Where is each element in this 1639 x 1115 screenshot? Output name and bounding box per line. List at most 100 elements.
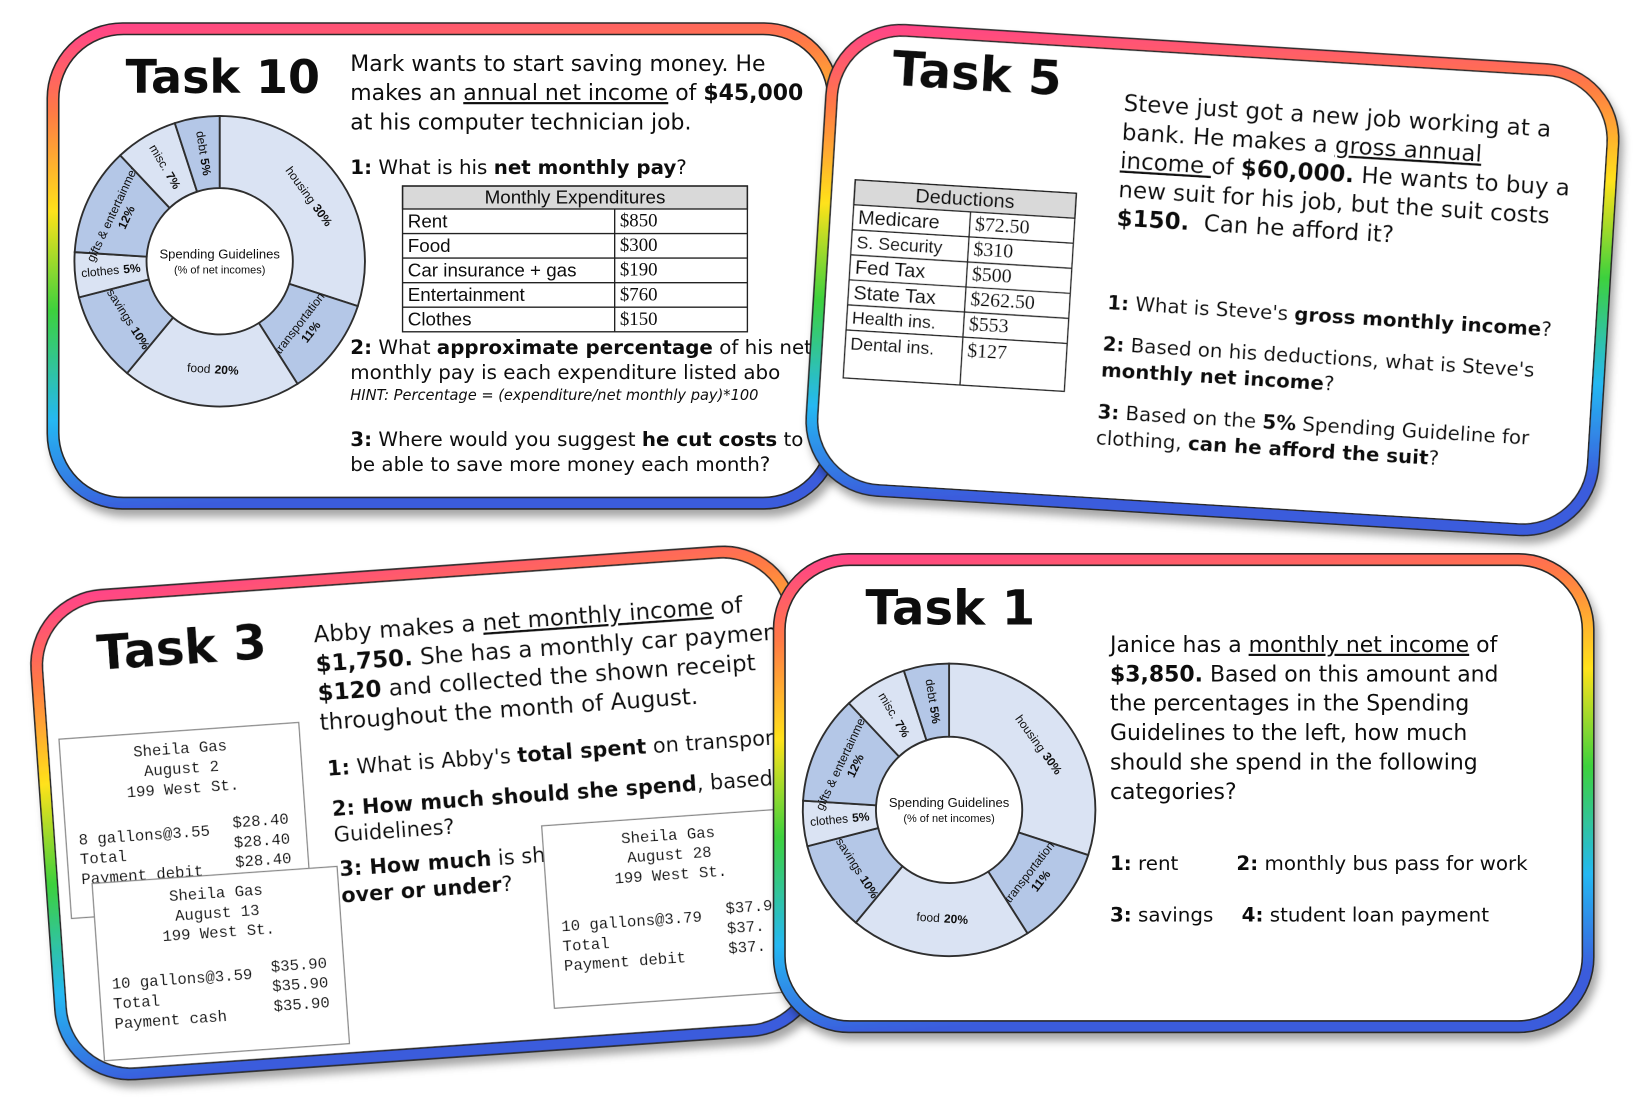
card-title: Task 1 [865,580,1035,636]
card-title: Task 5 [891,41,1064,107]
text-run: 2: [1236,852,1258,875]
table-rule [849,279,1071,295]
table-frame [842,178,1078,393]
text-run: ? [1428,446,1440,470]
receipt-header: August 2 [143,758,219,781]
text-run: Guidelines to the left, how much [1110,721,1467,746]
text-run: 3: [1110,903,1132,926]
slice-value: 20% [214,363,239,379]
text-run: Based on this amount and [1203,662,1498,687]
text-line: should she spend in the following [1110,751,1478,776]
text-run: he cut costs [642,427,777,450]
card-face [816,35,1608,525]
text-run: $3,850. [1110,662,1203,687]
text-line: Mark wants to start saving money. He [350,52,765,77]
slice-category: clothes [81,263,120,281]
table-cell: $760 [620,284,658,305]
table-cell: Car insurance + gas [408,259,577,280]
text-run: 3: [350,427,372,450]
slice-value: 20% [944,912,969,928]
slice-category: food [187,361,211,376]
slice-value: 5% [927,705,944,725]
text-run: annual net income [463,81,668,106]
receipt-amount: $37. [726,918,765,939]
receipt-header: August 28 [627,844,713,868]
text-line: $3,850. Based on this amount and [1110,662,1498,687]
text-run: of his net [713,335,812,358]
receipt-amount: $28.40 [232,811,289,833]
table-cell: $190 [620,260,658,281]
text-run: of [712,592,744,620]
text-run: ? [676,156,687,179]
receipt-item: Total [79,848,127,869]
text-run: 4: [1242,903,1264,926]
text-line: 3: Where would you suggest he cut costs … [350,427,803,450]
text-line: 2: What approximate percentage of his ne… [350,335,812,358]
text-run: clothing, [1095,426,1188,455]
text-run: ? [501,872,514,897]
donut-slice [218,115,366,308]
text-line: be able to save more money each month? [350,453,770,476]
table-cell: Medicare [857,207,940,234]
text-run: Mark wants to start saving money. He [350,52,765,77]
table-divider [959,211,972,386]
text-run: 1: [350,156,372,179]
receipt-item: Total [113,993,161,1014]
text-run: of [1211,153,1242,181]
text-line: the percentages in the Spending [1110,692,1469,717]
donut-slice [902,662,951,742]
slice-label: debt5% [922,678,943,725]
task-card: Task 1 Janice has a monthly net income of… [772,553,1595,1034]
text-run: to [777,427,803,450]
table-cell: Entertainment [408,284,526,305]
chart-subtitle: (% of net incomes) [174,265,265,277]
table-cell: $850 [620,211,658,232]
text-run: Where would you suggest [372,427,642,450]
slice-label: food 20% [187,361,240,378]
table-rule [846,329,1068,345]
slice-label: debt5% [193,130,214,177]
table-cell: $127 [967,340,1008,364]
donut-slice [173,115,221,193]
donut-slice [948,662,1097,857]
text-run: student loan payment [1263,903,1489,926]
slice-category: debt [922,678,940,704]
text-run: the percentages in the Spending [1110,692,1469,717]
text-run: be able to save more money each month? [350,453,770,476]
card-title: Task 10 [126,50,320,104]
table-cell: $553 [968,313,1009,337]
table-header: Monthly Expenditures [485,187,666,208]
text-line: 1: rent [1110,852,1179,875]
receipt-amount: $35.90 [272,974,329,996]
table-cell: $300 [620,235,658,256]
receipt-paper [91,865,351,1062]
receipt-amount: $28.40 [233,830,290,852]
text-line: 1: What is Abby's total spent on transpo… [326,723,803,780]
table-cell: Fed Tax [854,257,926,283]
text-run: monthly pay is each expenditure listed a… [350,361,780,384]
receipt-amount: $37.9 [725,897,773,918]
slice-label: clothes 5% [809,810,870,830]
text-run: of [1469,633,1498,658]
text-line: 1: What is his net monthly pay? [350,156,687,179]
text-line: 3: savings [1110,903,1213,926]
text-run: 2: [1102,332,1125,356]
text-run: Janice has a [1108,633,1249,658]
donut-slice [854,864,1029,958]
text-line: categories? [1110,780,1237,805]
text-run: 1: [1107,290,1130,314]
receipt-amount: $28.40 [235,850,292,872]
text-run: categories? [1110,780,1237,805]
receipt-amount: $35.90 [270,955,327,977]
donut-slice [125,316,299,408]
text-line: HINT: Percentage = (expenditure/net mont… [350,387,758,404]
table-cell: Rent [408,210,448,231]
table-cell: Food [408,235,451,256]
chart-title: Spending Guidelines [159,246,280,261]
slice-value: 5% [123,261,142,277]
text-run: rent [1132,852,1179,875]
